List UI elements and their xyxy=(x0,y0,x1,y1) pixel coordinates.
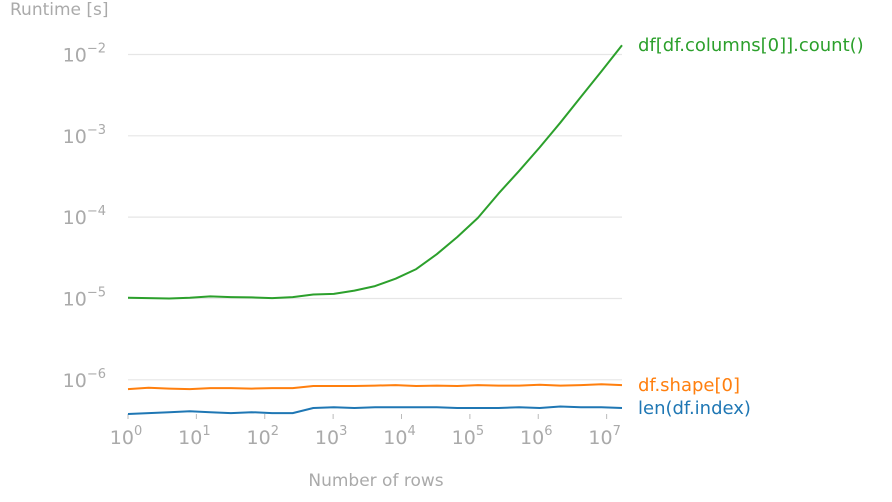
y-tick-label: 10−3 xyxy=(63,123,106,148)
series-line-0 xyxy=(127,44,623,300)
y-tick-label: 10−2 xyxy=(63,41,106,66)
series-label: df[df.columns[0]].count() xyxy=(638,35,864,56)
x-tick-label: 101 xyxy=(178,424,210,449)
x-tick-label: 107 xyxy=(588,424,620,449)
y-axis-label: Runtime [s] xyxy=(10,0,109,20)
series-label: len(df.index) xyxy=(638,398,751,419)
x-tick-label: 105 xyxy=(452,424,484,449)
x-tick-label: 102 xyxy=(247,424,279,449)
y-tick-label: 10−5 xyxy=(63,285,106,310)
x-tick-label: 100 xyxy=(110,424,142,449)
x-tick-label: 104 xyxy=(383,424,415,449)
series-label: df.shape[0] xyxy=(638,375,740,396)
x-axis-label: Number of rows xyxy=(308,471,444,491)
series-line-2 xyxy=(127,405,623,415)
y-tick-label: 10−6 xyxy=(63,367,106,392)
x-tick-label: 103 xyxy=(315,424,347,449)
y-tick-label: 10−4 xyxy=(63,204,106,229)
x-tick-label: 106 xyxy=(520,424,552,449)
series-line-1 xyxy=(127,383,623,391)
